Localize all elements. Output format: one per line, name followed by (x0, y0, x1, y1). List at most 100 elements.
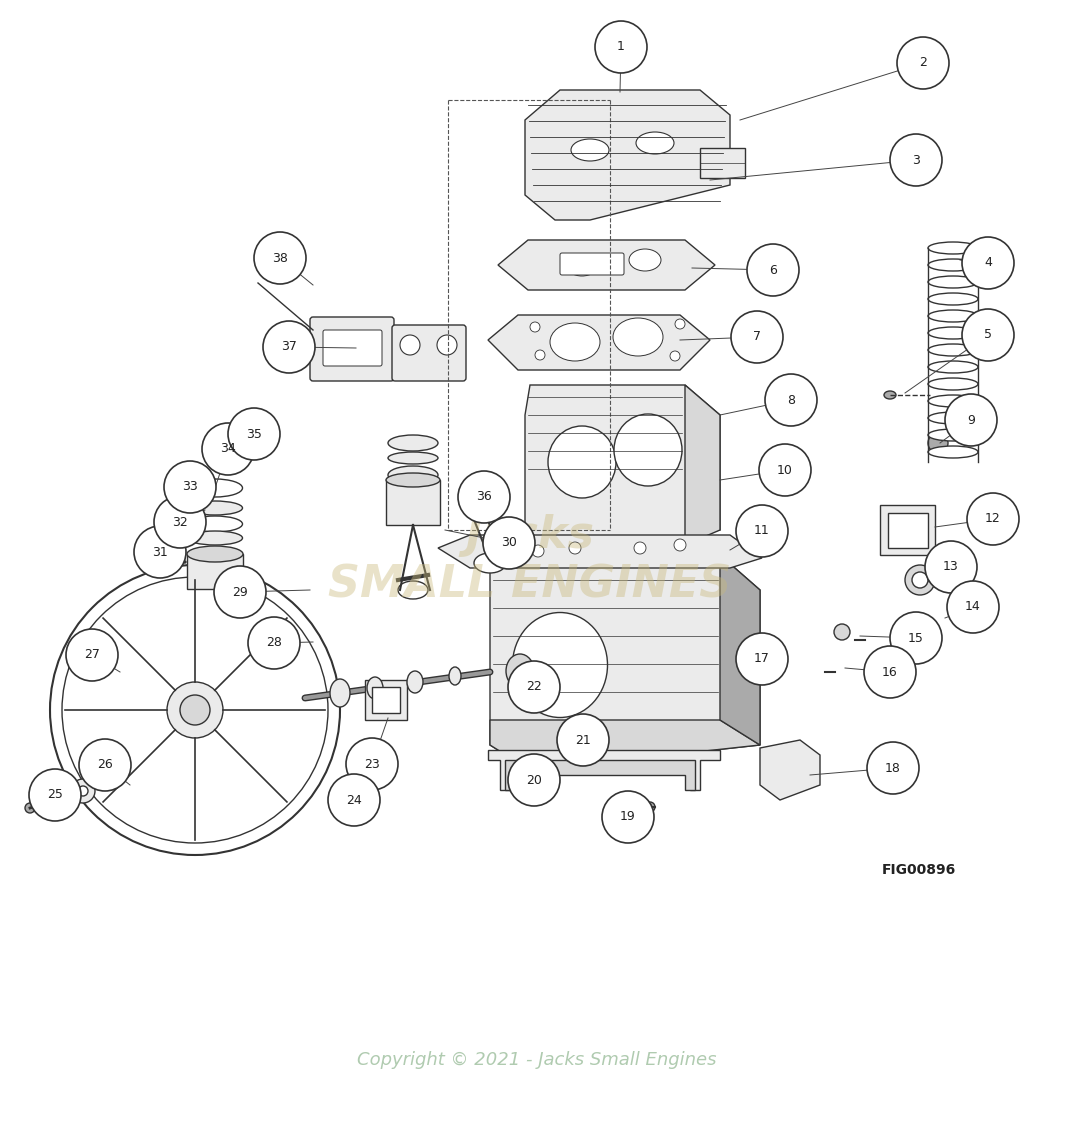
FancyBboxPatch shape (310, 317, 395, 381)
Text: 1: 1 (617, 40, 625, 54)
Text: 28: 28 (267, 637, 282, 649)
Polygon shape (488, 315, 710, 370)
Text: 31: 31 (153, 545, 168, 559)
Text: 9: 9 (968, 414, 975, 426)
Ellipse shape (513, 613, 607, 718)
Circle shape (736, 633, 788, 685)
Text: 12: 12 (985, 512, 1001, 526)
Circle shape (535, 350, 545, 360)
Text: 14: 14 (965, 600, 980, 614)
FancyBboxPatch shape (700, 147, 745, 178)
Ellipse shape (474, 553, 506, 573)
Ellipse shape (928, 378, 978, 390)
Circle shape (905, 565, 935, 596)
Text: 19: 19 (620, 810, 636, 823)
Circle shape (747, 243, 799, 296)
Circle shape (263, 321, 315, 373)
Circle shape (557, 714, 610, 766)
Ellipse shape (928, 429, 978, 441)
Circle shape (962, 237, 1014, 289)
Ellipse shape (187, 479, 243, 497)
Text: 10: 10 (777, 464, 793, 477)
Circle shape (634, 542, 646, 554)
Circle shape (897, 37, 949, 89)
Text: 29: 29 (232, 585, 248, 599)
Circle shape (912, 572, 928, 588)
Circle shape (25, 804, 35, 813)
Circle shape (947, 581, 999, 633)
Ellipse shape (614, 414, 682, 486)
FancyBboxPatch shape (392, 325, 465, 381)
Ellipse shape (636, 131, 674, 154)
Circle shape (890, 612, 942, 664)
Circle shape (569, 542, 581, 554)
Circle shape (400, 335, 420, 355)
Text: 24: 24 (346, 793, 362, 807)
Ellipse shape (187, 501, 243, 515)
Ellipse shape (388, 435, 438, 451)
FancyBboxPatch shape (888, 513, 928, 547)
Text: 21: 21 (575, 734, 591, 746)
Ellipse shape (506, 654, 534, 688)
Ellipse shape (613, 318, 663, 355)
Circle shape (928, 433, 948, 453)
FancyBboxPatch shape (366, 680, 407, 720)
Ellipse shape (928, 259, 978, 271)
Circle shape (346, 738, 398, 790)
Circle shape (765, 374, 817, 426)
Text: 13: 13 (943, 560, 959, 574)
Circle shape (180, 695, 210, 725)
Text: FIG00896: FIG00896 (882, 863, 957, 877)
FancyBboxPatch shape (880, 505, 935, 555)
Text: 37: 37 (281, 341, 297, 353)
Ellipse shape (187, 515, 243, 531)
Ellipse shape (571, 139, 610, 161)
Ellipse shape (386, 473, 440, 487)
Circle shape (924, 541, 977, 593)
Polygon shape (490, 720, 760, 770)
Text: 30: 30 (501, 536, 517, 550)
FancyBboxPatch shape (560, 253, 624, 275)
Text: 8: 8 (787, 393, 796, 407)
Circle shape (532, 545, 544, 557)
Text: 35: 35 (246, 427, 262, 440)
Text: 6: 6 (769, 264, 777, 277)
FancyBboxPatch shape (386, 480, 440, 525)
Circle shape (62, 577, 328, 844)
Ellipse shape (388, 466, 438, 483)
Polygon shape (498, 240, 715, 290)
Polygon shape (505, 760, 696, 790)
Polygon shape (525, 90, 730, 219)
Ellipse shape (928, 361, 978, 373)
Circle shape (71, 780, 95, 804)
Ellipse shape (550, 323, 600, 361)
FancyBboxPatch shape (322, 330, 382, 366)
Circle shape (945, 394, 997, 446)
Ellipse shape (187, 546, 243, 562)
Ellipse shape (884, 391, 895, 399)
Circle shape (834, 624, 850, 640)
Circle shape (370, 764, 379, 773)
Polygon shape (490, 555, 760, 770)
Text: 5: 5 (984, 328, 992, 342)
Circle shape (736, 505, 788, 557)
Text: 20: 20 (526, 774, 542, 786)
Polygon shape (438, 535, 762, 568)
Ellipse shape (567, 254, 598, 275)
Text: 18: 18 (885, 761, 901, 775)
Circle shape (670, 351, 680, 361)
Circle shape (674, 539, 686, 551)
Circle shape (66, 629, 118, 681)
Circle shape (164, 461, 216, 513)
Ellipse shape (928, 242, 978, 254)
Circle shape (248, 617, 300, 669)
Ellipse shape (928, 411, 978, 424)
Ellipse shape (928, 275, 978, 288)
Polygon shape (685, 385, 720, 545)
Circle shape (78, 740, 131, 791)
Circle shape (29, 769, 81, 821)
Ellipse shape (398, 581, 428, 599)
Circle shape (602, 791, 654, 844)
Circle shape (458, 471, 510, 523)
Polygon shape (525, 385, 720, 560)
